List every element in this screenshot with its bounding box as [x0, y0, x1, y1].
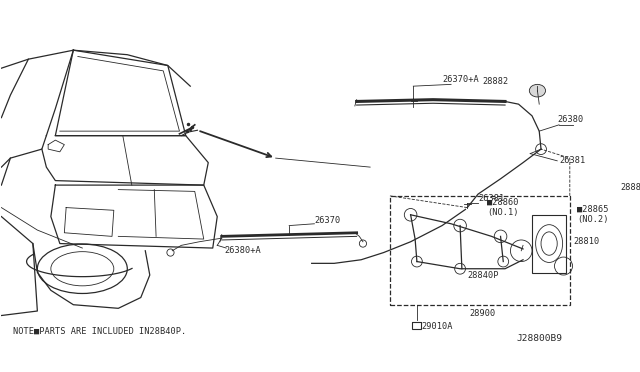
Text: 26380+A: 26380+A — [225, 246, 261, 255]
Text: 28882: 28882 — [620, 183, 640, 192]
Text: 26380: 26380 — [557, 115, 584, 124]
Text: 26381: 26381 — [478, 194, 504, 203]
Bar — [412, 322, 421, 329]
Text: NOTE■PARTS ARE INCLUDED IN28B40P.: NOTE■PARTS ARE INCLUDED IN28B40P. — [13, 327, 186, 336]
Text: ■28865
(NO.2): ■28865 (NO.2) — [577, 205, 609, 224]
Text: ■28860
(NO.1): ■28860 (NO.1) — [487, 198, 518, 217]
Ellipse shape — [529, 84, 545, 97]
Bar — [390, 196, 570, 305]
Text: J28800B9: J28800B9 — [516, 334, 563, 343]
Text: 26370+A: 26370+A — [442, 76, 479, 84]
Text: 28900: 28900 — [469, 309, 495, 318]
Bar — [532, 215, 566, 273]
Text: 28840P: 28840P — [467, 270, 499, 279]
Text: 26381: 26381 — [559, 156, 585, 165]
Text: 28810: 28810 — [573, 237, 600, 246]
Text: 28882: 28882 — [483, 77, 509, 86]
Text: 26370: 26370 — [314, 216, 340, 225]
Text: 29010A: 29010A — [421, 322, 453, 331]
